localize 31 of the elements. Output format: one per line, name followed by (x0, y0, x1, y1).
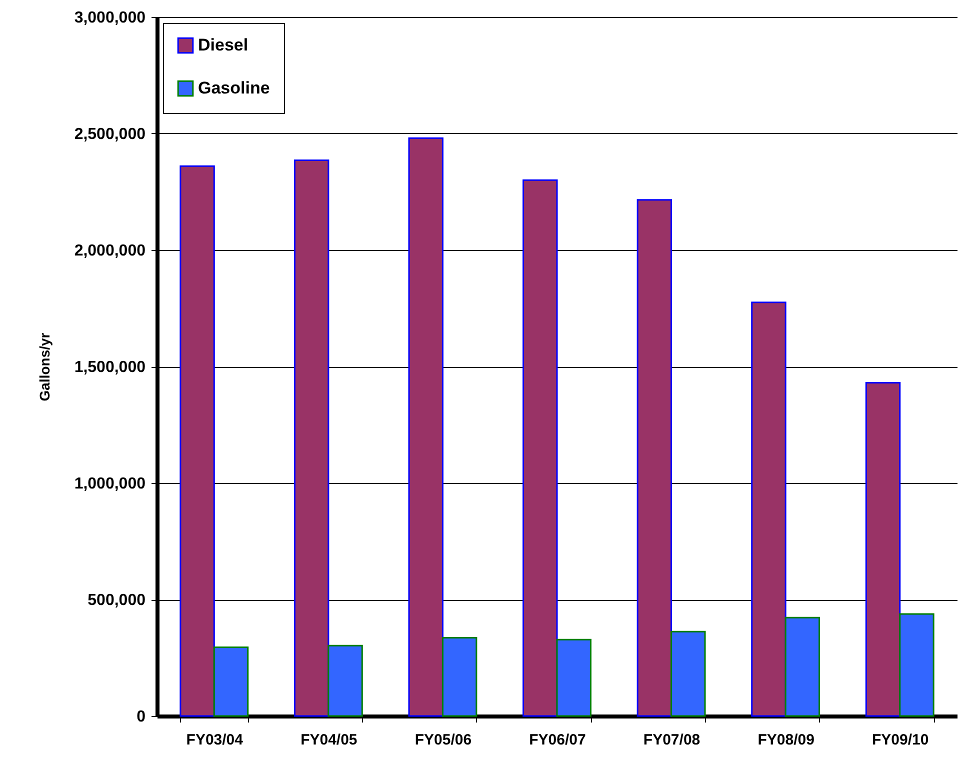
bar (522, 179, 558, 717)
bar (442, 636, 478, 717)
bar (636, 199, 672, 717)
x-tick-label: FY05/06 (414, 732, 472, 748)
bar (784, 616, 820, 717)
y-tick-label: 1,000,000 (74, 476, 146, 492)
y-axis-title: Gallons/yr (36, 332, 52, 402)
x-tick-label: FY03/04 (186, 732, 244, 748)
y-tick-label: 0 (136, 708, 146, 726)
x-tick-label: FY09/10 (872, 732, 929, 748)
bar (865, 382, 901, 717)
bar (670, 630, 706, 717)
x-tick-label: FY06/07 (529, 732, 586, 748)
y-tick-label: 2,500,000 (74, 126, 146, 143)
legend-label: Diesel (198, 36, 248, 54)
bar (294, 160, 330, 717)
bar (213, 646, 249, 717)
bar (899, 613, 934, 717)
x-tick-label: FY04/05 (300, 732, 358, 748)
legend-label: Gasoline (198, 78, 270, 98)
bar (328, 644, 363, 717)
y-tick-label: 500,000 (88, 592, 146, 609)
bar (408, 137, 444, 717)
y-tick-label: 3,000,000 (74, 10, 146, 26)
y-tick-label: 1,500,000 (74, 359, 146, 376)
bar (180, 165, 215, 717)
bar (751, 302, 786, 717)
x-tick-label: FY07/08 (643, 732, 700, 748)
y-tick-label: 2,000,000 (74, 242, 146, 260)
x-tick-label: FY08/09 (758, 732, 814, 748)
bar (556, 638, 592, 717)
